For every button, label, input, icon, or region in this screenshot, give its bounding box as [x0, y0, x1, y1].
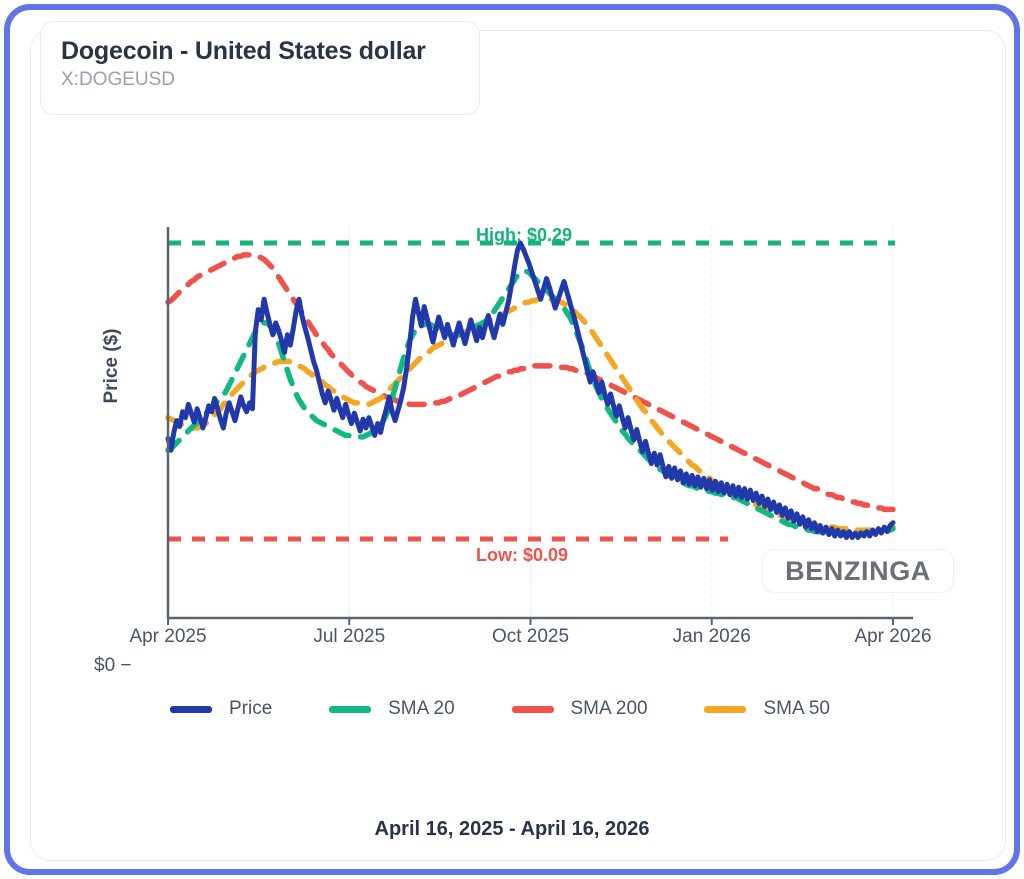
legend-item-sma-50[interactable]: SMA 50 [704, 698, 830, 720]
legend-label: SMA 200 [570, 698, 648, 719]
low-annotation-label: Low: $0.09 [476, 545, 569, 565]
x-axis-tick-0: Apr 2025 [129, 626, 207, 647]
legend-item-sma-200[interactable]: SMA 200 [511, 698, 648, 720]
legend-swatch-icon [704, 705, 747, 713]
chart-inner-panel [30, 30, 1006, 861]
legend-label: SMA 50 [763, 698, 830, 719]
date-range-footer: April 16, 2025 - April 16, 2026 [374, 818, 650, 840]
legend-label: SMA 20 [388, 698, 455, 719]
legend-item-sma-20[interactable]: SMA 20 [329, 698, 455, 720]
page-title: Dogecoin - United States dollar [61, 37, 426, 65]
y-tick-label-zero: $0 − [94, 655, 132, 676]
chart-card-frame [4, 4, 1020, 875]
x-axis-tick-3: Jan 2026 [672, 626, 751, 647]
high-annotation-label: High: $0.29 [476, 225, 573, 245]
legend-label: Price [229, 698, 273, 719]
legend-swatch-icon [511, 705, 554, 713]
x-axis-tick-4: Apr 2026 [854, 626, 932, 647]
ticker-symbol: X:DOGEUSD [61, 69, 176, 90]
x-axis-tick-2: Oct 2025 [491, 626, 570, 647]
benzinga-watermark: BENZINGA [762, 549, 954, 593]
legend-swatch-icon [170, 705, 212, 713]
chart-legend: Price SMA 20 SMA 200 SMA 50 [170, 698, 830, 720]
legend-swatch-icon [329, 705, 372, 713]
chart-title-card: Dogecoin - United States dollar X:DOGEUS… [40, 21, 480, 115]
x-axis-tick-1: Jul 2025 [313, 626, 386, 647]
y-axis-title: Price ($) [101, 328, 122, 404]
watermark-text: BENZINGA [785, 555, 931, 586]
legend-item-price[interactable]: Price [170, 698, 272, 720]
